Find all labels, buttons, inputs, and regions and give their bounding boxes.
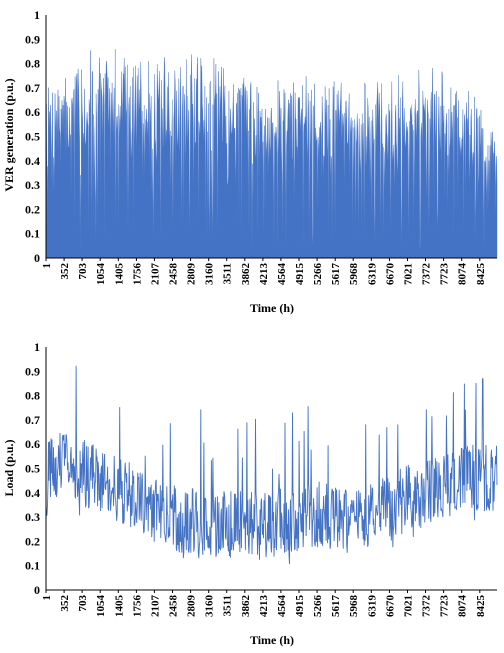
- ver-x-axis-label: Time (h): [250, 301, 294, 315]
- load-x-tick-label: 1: [41, 595, 53, 601]
- ver-x-tick-label: 4915: [294, 263, 306, 286]
- ver-x-tick-label: 4213: [258, 263, 270, 286]
- ver-x-tick-label: 3862: [240, 263, 252, 286]
- load-x-tick-label: 7372: [421, 595, 433, 618]
- load-x-tick-label: 5968: [348, 595, 360, 618]
- load-x-tick-label: 4915: [294, 595, 306, 618]
- ver-x-tick-label: 8074: [457, 263, 469, 286]
- load-x-tick-label: 2107: [149, 595, 161, 618]
- load-x-tick-label: 7723: [439, 595, 451, 618]
- load-x-tick-label: 6670: [384, 595, 396, 618]
- load-chart: 0 0.1 0.2 0.3 0.4 0.5 0.6 0.7 0.8 0.9 1 1 352 703 1054…: [2, 340, 498, 647]
- ver-x-tick-label: 5617: [330, 263, 342, 286]
- load-plot-area: 0 0.1 0.2 0.3 0.4 0.5 0.6 0.7 0.8 0.9 1 1 352 703 1054…: [25, 340, 498, 618]
- load-y-tick-label: 0.3: [25, 510, 40, 524]
- load-x-tick-label: 1054: [95, 595, 107, 618]
- ver-y-tick-label: 0.7: [25, 81, 40, 95]
- ver-x-tick-label: 7723: [439, 263, 451, 286]
- load-y-tick-label: 0.4: [25, 486, 40, 500]
- ver-x-tick-label: 3160: [204, 263, 216, 286]
- ver-generation-chart: 0 0.1 0.2 0.3 0.4 0.5 0.6 0.7 0.8 0.9 1 1 352 703 1054…: [2, 8, 498, 315]
- load-x-tick-label: 5617: [330, 595, 342, 618]
- load-y-tick-label: 0.6: [25, 437, 40, 451]
- load-x-tick-label: 4564: [276, 595, 288, 618]
- ver-x-tick-label: 1405: [113, 263, 125, 286]
- ver-y-tick-label: 0.1: [25, 227, 40, 241]
- ver-y-tick-label: 0.9: [25, 32, 40, 46]
- ver-x-tick-label: 2809: [186, 263, 198, 286]
- load-x-tick-label: 6319: [366, 595, 378, 618]
- load-x-tick-label: 352: [59, 595, 71, 612]
- ver-y-tick-label: 0.4: [25, 154, 40, 168]
- load-y-tick-label: 0.8: [25, 389, 40, 403]
- ver-x-tick-label: 5968: [348, 263, 360, 286]
- load-x-tick-label: 2809: [186, 595, 198, 618]
- ver-x-tick-label: 5266: [312, 263, 324, 286]
- load-x-tick-label: 1405: [113, 595, 125, 618]
- ver-x-tick-label: 4564: [276, 263, 288, 286]
- ver-y-tick-label: 0.5: [25, 130, 40, 144]
- ver-y-tick-label: 1: [34, 8, 40, 22]
- load-x-tick-label: 703: [77, 595, 89, 612]
- ver-x-tick-label: 3511: [222, 263, 234, 284]
- ver-x-tick-label: 1054: [95, 263, 107, 286]
- load-x-tick-label: 4213: [258, 595, 270, 618]
- load-x-tick-label: 5266: [312, 595, 324, 618]
- ver-plot-area: 0 0.1 0.2 0.3 0.4 0.5 0.6 0.7 0.8 0.9 1 1 352 703 1054…: [25, 8, 498, 286]
- ver-y-tick-label: 0.6: [25, 105, 40, 119]
- ver-x-tick-label: 703: [77, 263, 89, 280]
- load-x-tick-label: 1756: [131, 595, 143, 618]
- load-x-tick-label: 2458: [168, 595, 180, 618]
- load-y-tick-label: 0.9: [25, 364, 40, 378]
- load-x-tick-label: 3160: [204, 595, 216, 618]
- ver-y-axis-label: VER generation (p.u.): [2, 78, 16, 191]
- ver-x-tick-label: 1: [41, 263, 53, 269]
- ver-x-tick-label: 8425: [475, 263, 487, 286]
- load-y-tick-label: 0.5: [25, 462, 40, 476]
- load-y-tick-label: 0.7: [25, 413, 40, 427]
- load-series-line: [45, 365, 498, 565]
- load-x-tick-label: 7021: [403, 595, 415, 617]
- load-x-tick-label: 3862: [240, 595, 252, 618]
- ver-y-tick-label: 0.8: [25, 57, 40, 71]
- ver-x-tick-label: 1756: [131, 263, 143, 286]
- ver-x-tick-label: 7372: [421, 263, 433, 286]
- ver-generation-area: [45, 48, 498, 259]
- ver-x-tick-label: 352: [59, 263, 71, 280]
- load-x-axis-label: Time (h): [250, 633, 294, 647]
- ver-x-tick-label: 2107: [149, 263, 161, 286]
- load-x-tick-label: 8425: [475, 595, 487, 618]
- ver-y-tick-label: 0.3: [25, 178, 40, 192]
- load-y-tick-label: 0.1: [25, 559, 40, 573]
- load-x-tick-label: 3511: [222, 595, 234, 616]
- load-y-tick-label: 1: [34, 340, 40, 354]
- load-x-tick-label: 8074: [457, 595, 469, 618]
- load-y-axis-label: Load (p.u.): [2, 439, 16, 496]
- ver-y-tick-label: 0.2: [25, 202, 40, 216]
- load-y-tick-label: 0: [34, 583, 40, 597]
- ver-x-tick-label: 6670: [384, 263, 396, 286]
- ver-x-tick-label: 7021: [403, 263, 415, 285]
- ver-x-tick-label: 6319: [366, 263, 378, 286]
- ver-x-tick-label: 2458: [168, 263, 180, 286]
- load-y-tick-label: 0.2: [25, 534, 40, 548]
- ver-y-tick-label: 0: [34, 251, 40, 265]
